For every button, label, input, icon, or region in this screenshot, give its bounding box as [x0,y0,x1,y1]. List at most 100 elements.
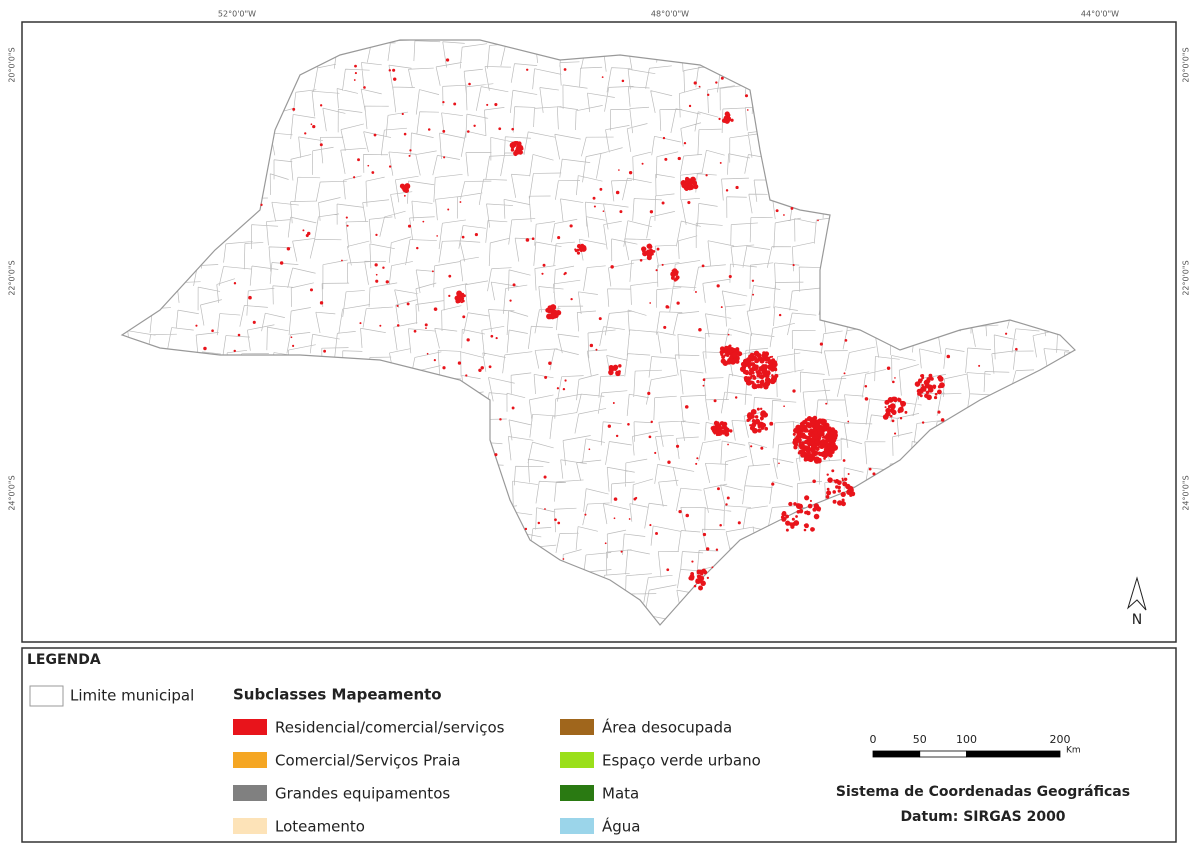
urban-area [889,399,893,403]
urban-area [486,103,489,106]
urban-area [788,522,793,527]
urban-area [427,128,431,131]
north-arrow [1127,576,1147,611]
urban-area [409,149,412,152]
urban-area [396,304,399,307]
urban-area [562,387,566,391]
urban-area [715,81,718,84]
urban-area [667,460,671,464]
legend-swatch [233,818,267,834]
urban-area [675,444,680,448]
latitude-label: 22°0'0"S [8,260,17,295]
urban-area [744,370,750,376]
urban-area [761,352,768,359]
urban-area [751,279,755,282]
urban-area [771,482,775,486]
urban-area [443,156,446,159]
urban-area [799,421,805,427]
urban-area [809,499,812,503]
urban-area [341,259,343,262]
urban-area [195,324,198,327]
urban-area [803,457,808,462]
urban-area [599,187,603,191]
urban-area [785,520,791,526]
urban-area [815,424,820,429]
urban-area [864,397,869,401]
urban-area [884,406,887,409]
urban-area [719,346,725,352]
urban-area [721,355,725,359]
urban-area [894,377,896,379]
urban-area [727,113,731,117]
urban-area [713,399,717,403]
urban-area [401,112,404,116]
urban-area [495,337,498,340]
latitude-label: 20°0'0"S [8,47,17,82]
urban-area [618,169,620,171]
urban-area [797,438,802,443]
urban-area [826,447,829,451]
scale-label: 0 [870,733,877,746]
urban-area [925,390,930,395]
urban-area [385,280,389,284]
urban-area [621,79,625,83]
scale-label: 100 [956,733,977,746]
urban-area [715,421,720,426]
urban-area [627,423,630,426]
urban-area [702,532,707,537]
urban-area [466,338,470,342]
urban-area [814,439,819,444]
urban-area [745,357,752,364]
urban-area [716,424,721,430]
urban-area [827,444,831,449]
urban-area [764,426,769,431]
legend-swatch [560,752,594,768]
urban-area [814,452,818,455]
urban-area [554,316,557,319]
urban-area [750,414,755,419]
urban-area [763,372,768,378]
urban-area [357,158,360,162]
urban-area [921,386,927,392]
urban-area [541,272,544,275]
urban-area [759,407,763,411]
urban-area [323,349,326,353]
urban-area [309,288,313,292]
legend-label: Limite municipal [70,687,194,705]
urban-area [926,379,931,383]
urban-area [592,196,596,200]
urban-area [785,528,789,532]
urban-area [715,433,719,437]
urban-area [795,515,798,518]
urban-area [319,143,323,147]
urban-area [462,315,466,319]
urban-area [526,68,529,71]
urban-area [740,361,746,367]
urban-area [515,142,518,145]
urban-area [550,315,555,320]
latitude-label: 24°0'0"S [8,475,17,510]
urban-area [545,307,551,313]
urban-area [576,251,581,255]
urban-area [737,357,740,360]
urban-area [442,129,446,133]
urban-area [392,68,396,72]
longitude-label: 44°0'0"W [1081,10,1119,19]
urban-area [899,400,904,404]
urban-area [465,374,468,377]
urban-area [517,149,523,155]
urban-area [850,491,856,497]
urban-area [584,513,587,516]
urban-area [510,148,515,152]
urban-area [804,447,807,450]
urban-area [663,325,667,329]
urban-area [761,422,767,428]
urban-area [661,201,665,205]
urban-area [620,550,623,553]
urban-area [814,456,820,462]
urban-area [304,132,307,135]
urban-area [806,435,812,441]
urban-area [699,576,705,581]
urban-area [937,384,942,389]
urban-area [615,370,620,376]
